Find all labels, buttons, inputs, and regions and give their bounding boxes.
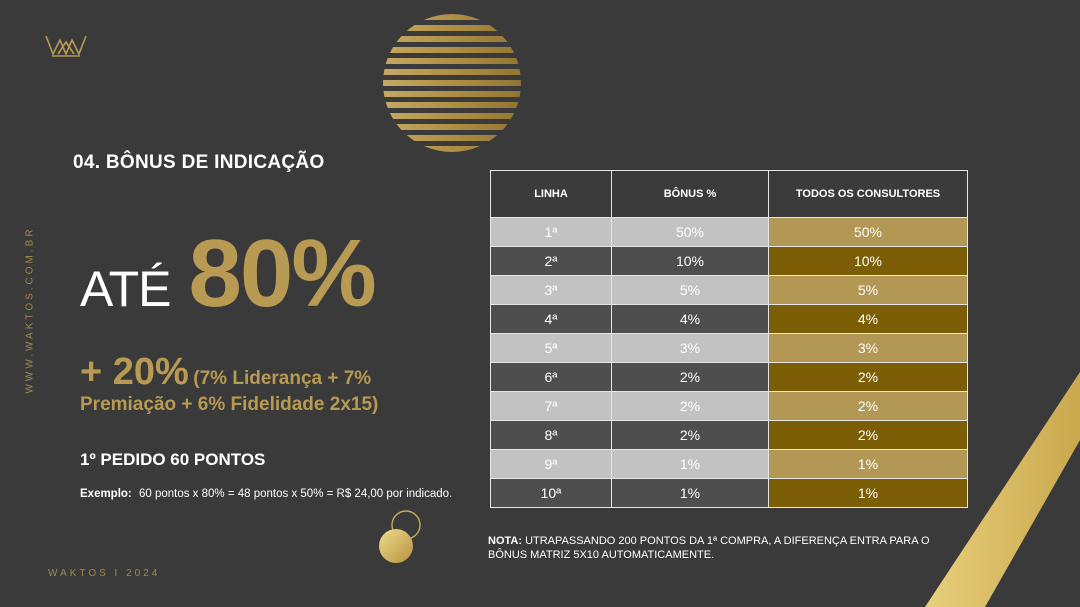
extra-bonus-text: + 20% (7% Liderança + 7% Premiação + 6% … (80, 351, 440, 415)
table-row: 7ª 2% 2% (490, 391, 968, 421)
cell-bonus: 2% (611, 391, 769, 421)
example-body: 60 pontos x 80% = 48 pontos x 50% = R$ 2… (138, 488, 453, 500)
cell-linha: 9ª (490, 449, 612, 479)
cell-bonus: 2% (611, 420, 769, 450)
cell-linha: 10ª (490, 478, 612, 508)
cell-todos: 1% (768, 478, 968, 508)
table-header-row: LINHA BÔNUS % TODOS OS CONSULTORES (490, 170, 968, 218)
gold-coin-icon (379, 510, 421, 563)
cell-linha: 5ª (490, 333, 612, 363)
website-vertical-text: WWW.WAKTOS.COM.BR (22, 220, 38, 400)
cell-linha: 6ª (490, 362, 612, 392)
example-label: Exemplo: (80, 488, 132, 500)
cell-bonus: 4% (611, 304, 769, 334)
headline: ATÉ 80% (80, 220, 377, 327)
column-header-bonus: BÔNUS % (611, 170, 769, 218)
cell-todos: 50% (768, 217, 968, 247)
note-label: NOTA: (488, 535, 523, 547)
crown-logo-icon (44, 30, 88, 58)
cell-bonus: 5% (611, 275, 769, 305)
headline-percent: 80% (188, 220, 377, 327)
cell-linha: 2ª (490, 246, 612, 276)
cell-todos: 2% (768, 391, 968, 421)
extra-paren-1: (7% Liderança + 7% (193, 368, 372, 389)
table-row: 1ª 50% 50% (490, 217, 968, 247)
table-row: 4ª 4% 4% (490, 304, 968, 334)
cell-todos: 4% (768, 304, 968, 334)
website-url: WWW.WAKTOS.COM.BR (24, 226, 36, 394)
column-header-todos: TODOS OS CONSULTORES (768, 170, 968, 218)
cell-todos: 1% (768, 449, 968, 479)
table-note: NOTA: UTRAPASSANDO 200 PONTOS DA 1ª COMP… (488, 534, 958, 563)
example-text: Exemplo: 60 pontos x 80% = 48 pontos x 5… (80, 488, 452, 500)
striped-sun-graphic (383, 14, 521, 152)
cell-todos: 10% (768, 246, 968, 276)
cell-bonus: 50% (611, 217, 769, 247)
table-row: 5ª 3% 3% (490, 333, 968, 363)
table-row: 3ª 5% 5% (490, 275, 968, 305)
extra-plus: + 20% (80, 351, 189, 393)
cell-bonus: 3% (611, 333, 769, 363)
table-row: 6ª 2% 2% (490, 362, 968, 392)
cell-todos: 2% (768, 362, 968, 392)
cell-linha: 4ª (490, 304, 612, 334)
table-row: 2ª 10% 10% (490, 246, 968, 276)
footer-brand: WAKTOS I 2024 (48, 568, 161, 579)
table-row: 10ª 1% 1% (490, 478, 968, 508)
cell-linha: 7ª (490, 391, 612, 421)
cell-bonus: 1% (611, 478, 769, 508)
table-row: 9ª 1% 1% (490, 449, 968, 479)
first-order-points: 1º PEDIDO 60 PONTOS (80, 450, 266, 469)
cell-todos: 2% (768, 420, 968, 450)
cell-linha: 1ª (490, 217, 612, 247)
headline-prefix: ATÉ (80, 261, 172, 317)
cell-bonus: 10% (611, 246, 769, 276)
column-header-linha: LINHA (490, 170, 612, 218)
cell-todos: 3% (768, 333, 968, 363)
cell-bonus: 2% (611, 362, 769, 392)
cell-linha: 3ª (490, 275, 612, 305)
bonus-table: LINHA BÔNUS % TODOS OS CONSULTORES 1ª 50… (490, 170, 968, 508)
page-title: 04. BÔNUS DE INDICAÇÃO (73, 152, 325, 173)
extra-paren-2: Premiação + 6% Fidelidade 2x15) (80, 393, 379, 415)
cell-bonus: 1% (611, 449, 769, 479)
cell-linha: 8ª (490, 420, 612, 450)
note-text: UTRAPASSANDO 200 PONTOS DA 1ª COMPRA, A … (488, 535, 930, 562)
table-row: 8ª 2% 2% (490, 420, 968, 450)
cell-todos: 5% (768, 275, 968, 305)
